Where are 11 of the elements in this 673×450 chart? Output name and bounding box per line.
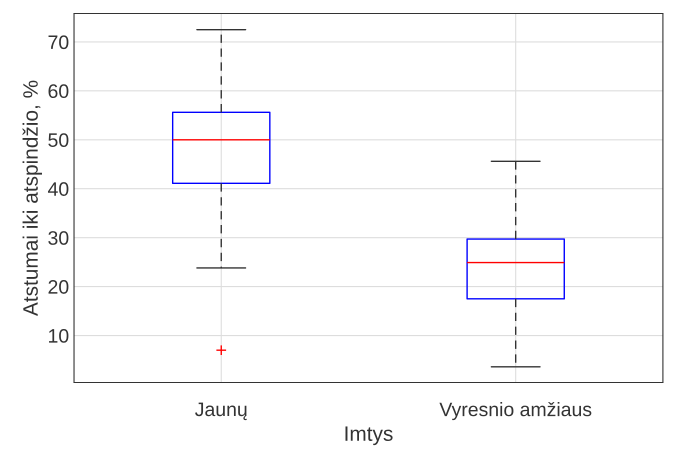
y-tick-label: 10: [49, 328, 68, 343]
y-tick-label: 50: [48, 133, 68, 147]
x-axis-title: Imtys: [346, 426, 393, 446]
y-tick-label: 60: [48, 84, 68, 98]
y-tick-label: 40: [48, 182, 68, 196]
y-axis-title: Atstumai iki atspindžio, %: [22, 80, 42, 316]
x-tick-label: Vyresnio amžiaus: [439, 402, 592, 420]
y-tick-label: 20: [48, 280, 68, 294]
y-tick-label: 30: [48, 231, 68, 245]
y-tick-label: 70: [48, 35, 68, 50]
x-tick-label: Jaunų: [195, 402, 247, 420]
